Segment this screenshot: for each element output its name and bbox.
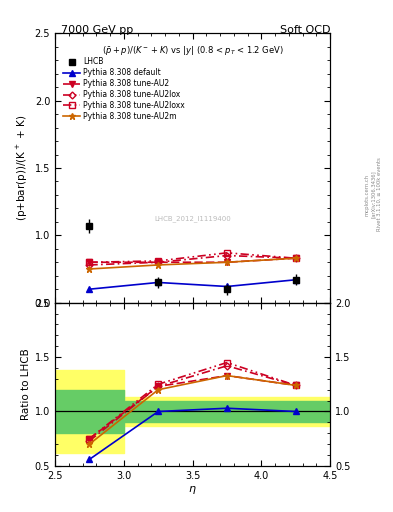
Text: mcplots.cern.ch: mcplots.cern.ch xyxy=(365,174,370,216)
Y-axis label: (p+bar(p))/(K$^+$ + K): (p+bar(p))/(K$^+$ + K) xyxy=(15,115,31,221)
Text: [arXiv:1306.3436]: [arXiv:1306.3436] xyxy=(371,170,376,219)
Text: Rivet 3.1.10, ≥ 100k events: Rivet 3.1.10, ≥ 100k events xyxy=(377,158,382,231)
X-axis label: $\eta$: $\eta$ xyxy=(188,483,197,496)
Text: 7000 GeV pp: 7000 GeV pp xyxy=(61,25,133,35)
Y-axis label: Ratio to LHCB: Ratio to LHCB xyxy=(20,348,31,420)
Text: $(\bar{p}+p)/(K^-+K)$ vs $|y|$ (0.8 < $p_{T}$ < 1.2 GeV): $(\bar{p}+p)/(K^-+K)$ vs $|y|$ (0.8 < $p… xyxy=(102,44,283,57)
Text: LHCB_2012_I1119400: LHCB_2012_I1119400 xyxy=(154,215,231,222)
Text: Soft QCD: Soft QCD xyxy=(280,25,330,35)
Legend: LHCB, Pythia 8.308 default, Pythia 8.308 tune-AU2, Pythia 8.308 tune-AU2lox, Pyt: LHCB, Pythia 8.308 default, Pythia 8.308… xyxy=(62,56,186,122)
